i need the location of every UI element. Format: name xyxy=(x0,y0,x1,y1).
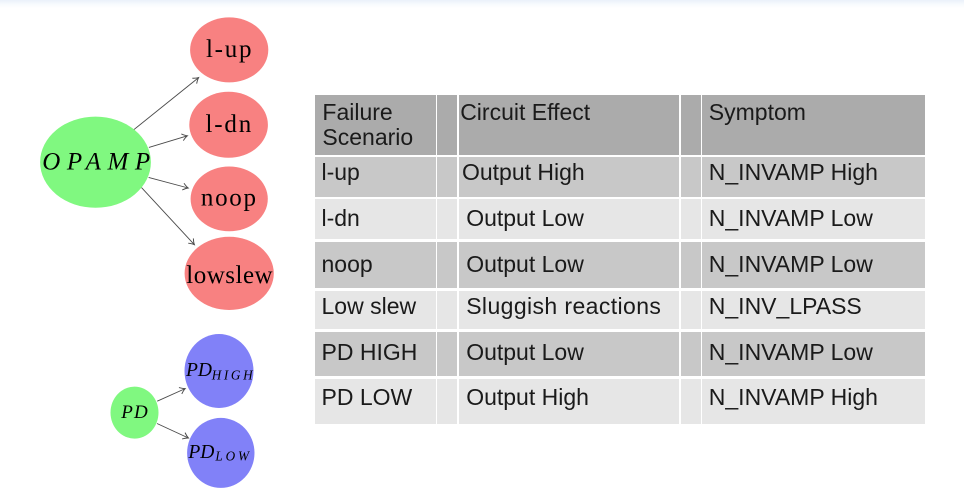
svg-text:PD: PD xyxy=(120,402,149,423)
svg-text:l-dn: l-dn xyxy=(206,111,253,138)
svg-text:PD: PD xyxy=(185,360,212,381)
svg-text:lowslew: lowslew xyxy=(186,262,273,289)
svg-text:HIGH: HIGH xyxy=(211,368,254,383)
svg-text:PD: PD xyxy=(187,442,214,463)
svg-text:LOW: LOW xyxy=(214,449,250,464)
svg-text:noop: noop xyxy=(201,185,258,212)
svg-text:l-up: l-up xyxy=(206,36,253,63)
svg-text:OPAMP: OPAMP xyxy=(42,149,150,176)
